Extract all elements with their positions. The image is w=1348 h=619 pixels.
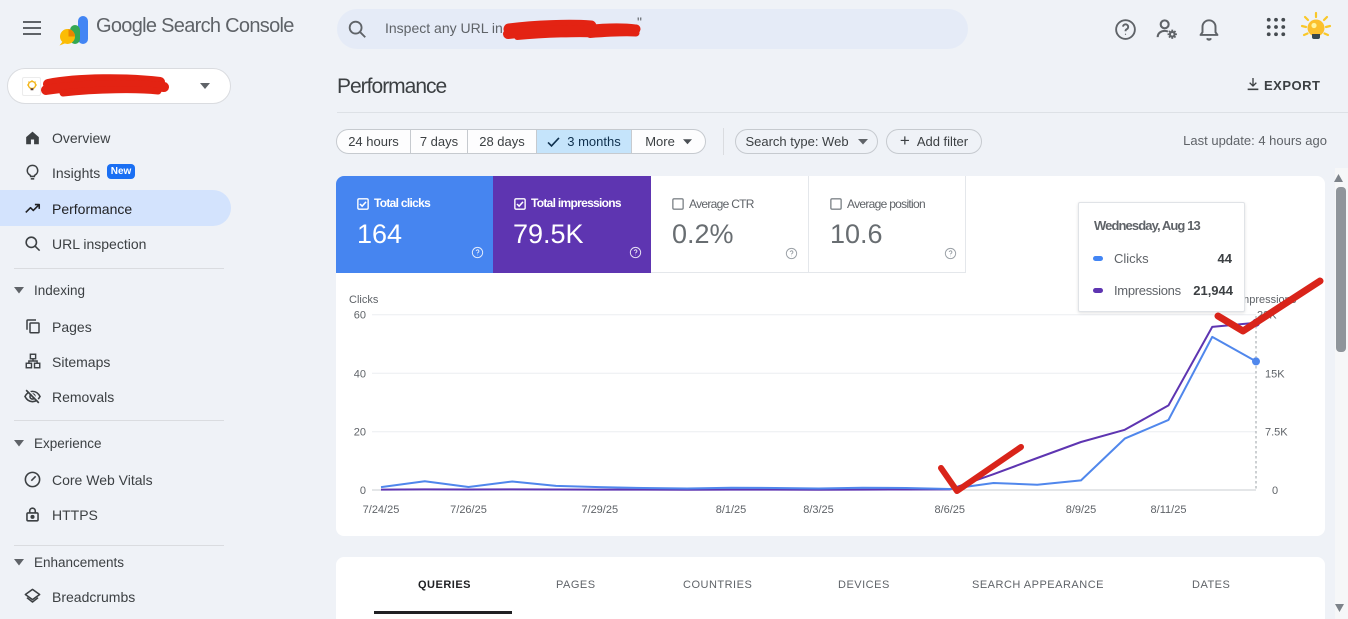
- svg-text:0: 0: [1272, 485, 1278, 497]
- svg-text:7/29/25: 7/29/25: [581, 504, 618, 516]
- svg-text:20: 20: [354, 427, 366, 439]
- svg-text:8/9/25: 8/9/25: [1066, 504, 1097, 516]
- svg-text:8/6/25: 8/6/25: [934, 504, 965, 516]
- svg-text:60: 60: [354, 310, 366, 322]
- svg-text:8/11/25: 8/11/25: [1151, 504, 1187, 516]
- svg-text:7/24/25: 7/24/25: [363, 504, 400, 516]
- svg-text:7.5K: 7.5K: [1265, 427, 1288, 439]
- svg-text:8/1/25: 8/1/25: [716, 504, 747, 516]
- svg-text:40: 40: [354, 368, 366, 380]
- svg-text:0: 0: [360, 485, 366, 497]
- svg-text:7/26/25: 7/26/25: [450, 504, 487, 516]
- svg-text:8/3/25: 8/3/25: [803, 504, 834, 516]
- svg-text:15K: 15K: [1265, 368, 1285, 380]
- svg-text:Clicks: Clicks: [349, 294, 379, 306]
